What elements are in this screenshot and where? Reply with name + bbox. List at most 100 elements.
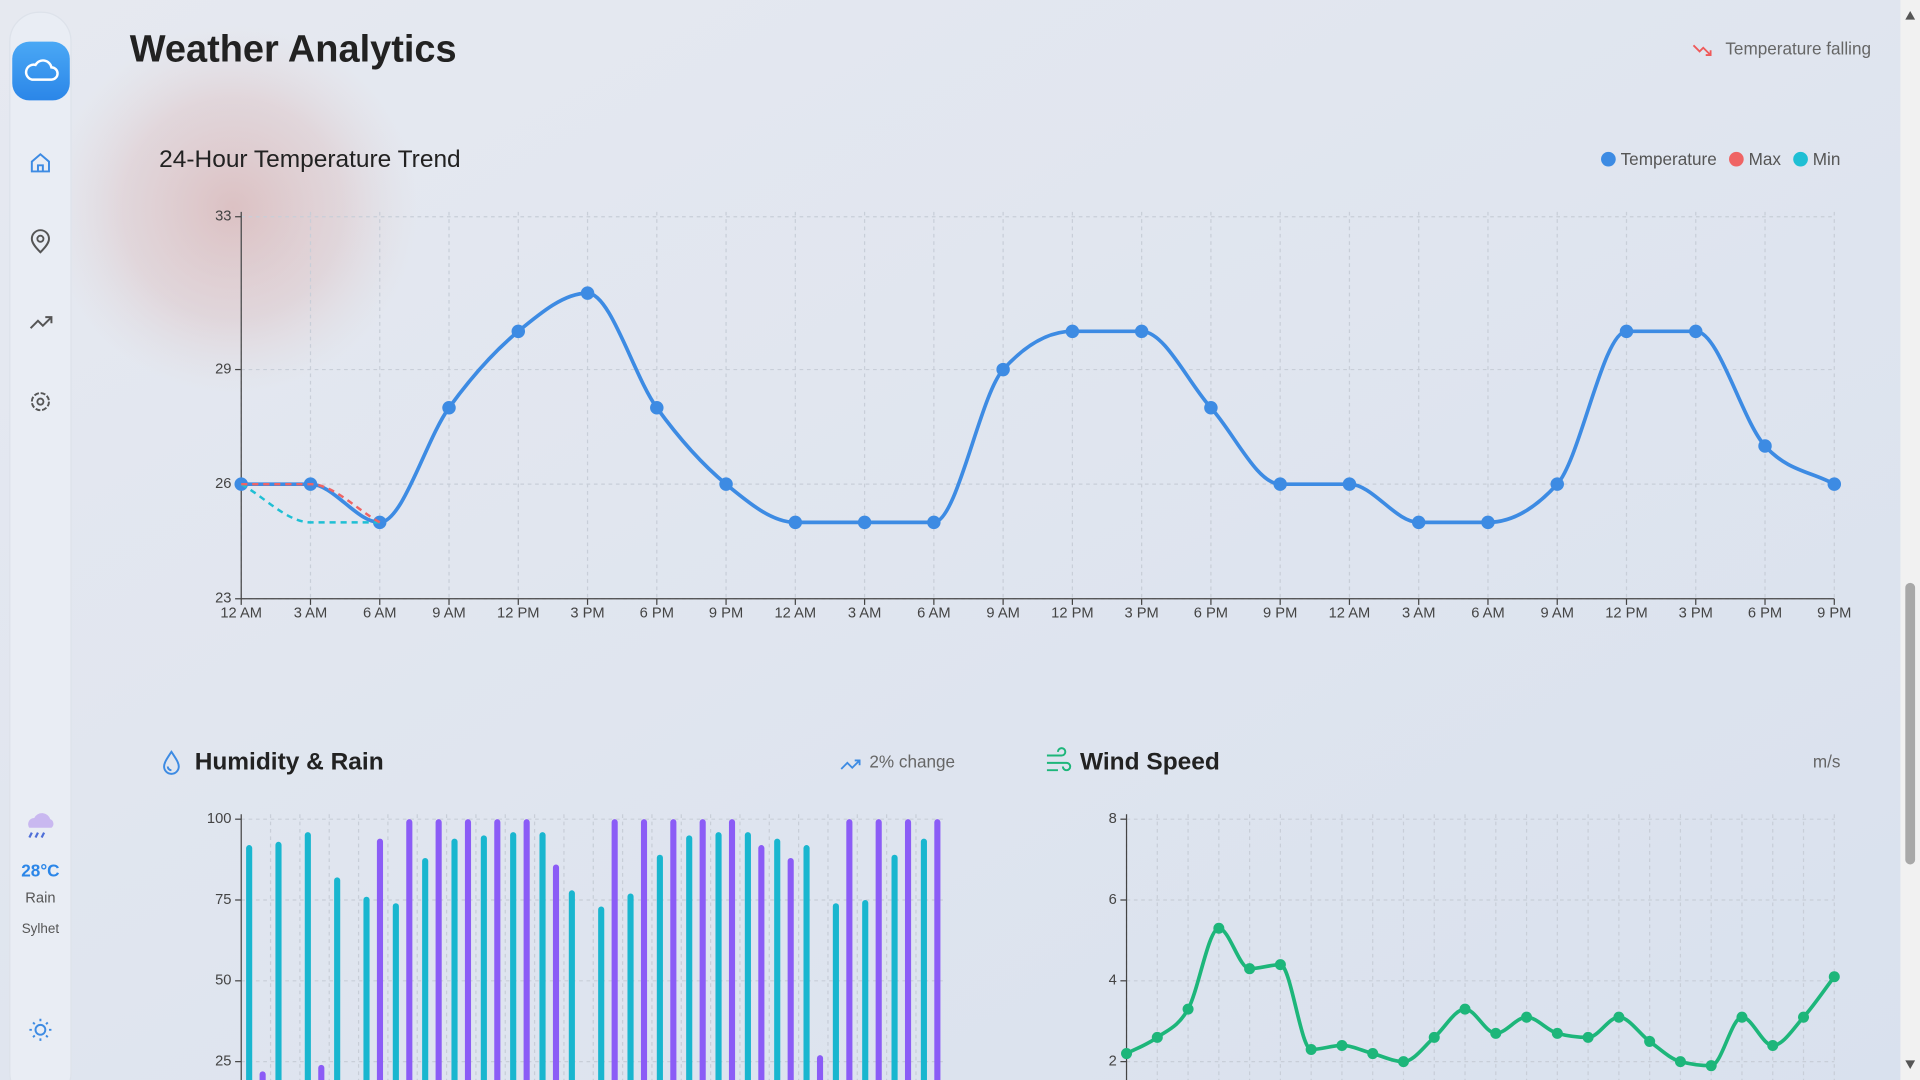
x-tick-label: 3 AM [1402, 605, 1435, 621]
point [1798, 1011, 1810, 1023]
chart-title: Wind Speed [1080, 748, 1220, 775]
x-tick-label: 12 AM [1329, 605, 1371, 621]
point [1305, 1044, 1317, 1056]
bar [846, 819, 853, 1080]
y-tick-label: 23 [215, 591, 231, 607]
point [1767, 1039, 1779, 1051]
x-tick-label: 9 AM [986, 605, 1019, 621]
point [1213, 922, 1225, 934]
bar [363, 896, 370, 1080]
y-tick-label: 2 [1109, 1054, 1117, 1070]
bar [246, 845, 253, 1080]
x-tick-label: 9 AM [432, 605, 465, 621]
bar [523, 819, 530, 1080]
point [1736, 1011, 1748, 1023]
x-tick-label: 3 PM [1125, 605, 1159, 621]
point [1367, 1048, 1379, 1060]
bar [715, 832, 722, 1080]
point [1244, 963, 1256, 975]
point [1342, 477, 1357, 491]
point [1397, 1056, 1409, 1068]
y-tick-label: 100 [207, 811, 232, 827]
x-tick-label: 12 PM [1605, 605, 1647, 621]
home-icon[interactable] [30, 152, 50, 173]
x-tick-label: 6 PM [1194, 605, 1228, 621]
y-tick-label: 29 [215, 361, 231, 377]
bar [259, 1071, 266, 1080]
legend-label: Temperature [1621, 149, 1717, 169]
bar [539, 832, 546, 1080]
y-tick-label: 25 [215, 1054, 231, 1070]
bar [686, 835, 693, 1080]
weather-icon [28, 813, 54, 828]
bar [891, 854, 898, 1080]
humidity-icon [163, 750, 180, 775]
point [1459, 1003, 1471, 1015]
point [857, 515, 872, 530]
theme-toggle-rays [29, 1018, 52, 1041]
point [1619, 324, 1634, 339]
point [1182, 1003, 1194, 1015]
x-tick-label: 6 PM [1748, 605, 1782, 621]
bar [464, 819, 472, 1080]
status-text: Temperature falling [1725, 39, 1871, 59]
bar [774, 838, 781, 1080]
y-tick-label: 50 [215, 973, 231, 989]
point [1644, 1035, 1656, 1047]
point [580, 286, 595, 300]
bar [832, 903, 839, 1080]
bar [787, 857, 794, 1080]
bar [376, 838, 384, 1080]
point [1134, 324, 1149, 339]
legend-label: Min [1813, 149, 1841, 169]
theme-toggle[interactable] [34, 1023, 47, 1036]
point [1481, 515, 1495, 530]
x-tick-label: 12 AM [220, 605, 262, 621]
logo[interactable] [12, 41, 70, 101]
x-tick-label: 6 AM [1471, 605, 1504, 621]
y-tick-label: 6 [1109, 892, 1117, 908]
x-tick-label: 9 AM [1540, 605, 1573, 621]
legend-label: Max [1749, 149, 1782, 169]
scrollbar[interactable] [1900, 0, 1920, 1080]
bar [304, 832, 311, 1080]
bar [598, 906, 605, 1080]
x-tick-label: 12 PM [497, 605, 539, 621]
x-tick-label: 6 AM [363, 605, 396, 621]
bar [728, 819, 736, 1080]
point [1758, 439, 1772, 453]
x-tick-label: 3 AM [848, 605, 881, 621]
location-icon[interactable] [30, 229, 50, 254]
legend-swatch [1601, 151, 1616, 167]
trend-icon[interactable] [29, 316, 53, 329]
falling-icon [1692, 44, 1712, 57]
chart-unit: m/s [1813, 751, 1841, 771]
line [241, 291, 1836, 525]
bar [480, 835, 487, 1080]
point [719, 477, 733, 491]
background-blob [48, 24, 417, 392]
point [1689, 324, 1703, 339]
point [1613, 1011, 1625, 1023]
x-tick-label: 12 PM [1051, 605, 1093, 621]
bar [451, 838, 458, 1080]
point [996, 362, 1010, 377]
chart-subtitle: 2% change [869, 751, 955, 771]
settings-icon[interactable] [30, 392, 50, 412]
bar [816, 1055, 824, 1080]
y-tick-label: 33 [215, 209, 231, 225]
x-tick-label: 6 PM [640, 605, 674, 621]
x-tick-label: 12 AM [775, 605, 817, 621]
point [788, 515, 803, 530]
point [1151, 1031, 1163, 1043]
scrollbar-thumb[interactable] [1905, 582, 1916, 865]
bar [318, 1064, 325, 1080]
bar [640, 819, 648, 1080]
point [650, 401, 664, 415]
point [1582, 1031, 1594, 1043]
line [240, 483, 380, 524]
point [1550, 477, 1564, 491]
legend-swatch [1793, 151, 1808, 167]
